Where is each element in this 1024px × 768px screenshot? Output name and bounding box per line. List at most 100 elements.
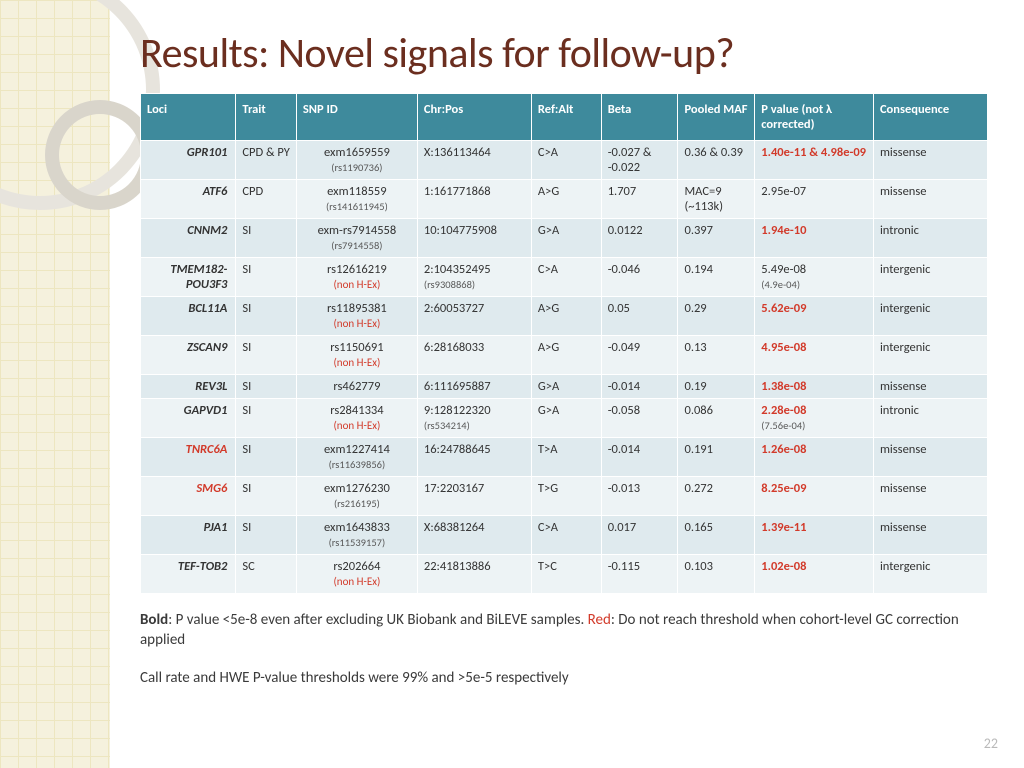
cell-snp: exm1227414(rs11639856)	[296, 438, 417, 477]
cell-beta: -0.013	[601, 477, 678, 516]
cell-chrpos: 9:128122320(rs534214)	[417, 399, 531, 438]
cell-loci: ZSCAN9	[141, 336, 236, 375]
cell-pvalue: 1.94e-10	[755, 219, 874, 258]
cell-beta: -0.014	[601, 375, 678, 399]
table-row: GAPVD1SIrs2841334(non H-Ex)9:128122320(r…	[141, 399, 988, 438]
cell-maf: 0.272	[678, 477, 755, 516]
cell-consequence: intronic	[873, 399, 987, 438]
footnote-thresholds: Call rate and HWE P-value thresholds wer…	[140, 669, 988, 687]
cell-refalt: G>A	[531, 399, 601, 438]
cell-refalt: A>G	[531, 336, 601, 375]
table-row: REV3LSIrs4627796:111695887G>A-0.0140.191…	[141, 375, 988, 399]
cell-loci: TMEM182-POU3F3	[141, 258, 236, 297]
cell-refalt: A>G	[531, 180, 601, 219]
cell-beta: 1.707	[601, 180, 678, 219]
cell-maf: 0.36 & 0.39	[678, 141, 755, 180]
cell-consequence: intergenic	[873, 297, 987, 336]
cell-snp: rs462779	[296, 375, 417, 399]
cell-beta: -0.115	[601, 555, 678, 594]
cell-trait: SI	[236, 336, 297, 375]
cell-chrpos: 16:24788645	[417, 438, 531, 477]
cell-loci: PJA1	[141, 516, 236, 555]
column-header: Consequence	[873, 94, 987, 141]
cell-maf: 0.165	[678, 516, 755, 555]
footnote-legend: Bold: P value <5e-8 even after excluding…	[140, 610, 988, 651]
cell-pvalue: 8.25e-09	[755, 477, 874, 516]
cell-maf: MAC=9 (~113k)	[678, 180, 755, 219]
cell-consequence: intergenic	[873, 258, 987, 297]
cell-beta: -0.049	[601, 336, 678, 375]
cell-maf: 0.103	[678, 555, 755, 594]
cell-refalt: C>A	[531, 141, 601, 180]
cell-trait: SC	[236, 555, 297, 594]
slide-container: Results: Novel signals for follow-up? Lo…	[0, 0, 1024, 768]
cell-snp: exm1659559(rs1190736)	[296, 141, 417, 180]
cell-consequence: missense	[873, 375, 987, 399]
cell-snp: rs12616219(non H-Ex)	[296, 258, 417, 297]
cell-snp: rs202664(non H-Ex)	[296, 555, 417, 594]
cell-trait: SI	[236, 399, 297, 438]
cell-trait: CPD	[236, 180, 297, 219]
cell-pvalue: 1.39e-11	[755, 516, 874, 555]
cell-chrpos: 22:41813886	[417, 555, 531, 594]
cell-chrpos: 6:28168033	[417, 336, 531, 375]
cell-snp: rs11895381(non H-Ex)	[296, 297, 417, 336]
table-row: GPR101CPD & PYexm1659559(rs1190736)X:136…	[141, 141, 988, 180]
table-row: TEF-TOB2SCrs202664(non H-Ex)22:41813886T…	[141, 555, 988, 594]
column-header: P value (not λ corrected)	[755, 94, 874, 141]
cell-chrpos: 2:104352495(rs9308868)	[417, 258, 531, 297]
cell-loci: ATF6	[141, 180, 236, 219]
cell-consequence: missense	[873, 516, 987, 555]
cell-trait: SI	[236, 258, 297, 297]
cell-loci: TNRC6A	[141, 438, 236, 477]
page-number: 22	[984, 735, 998, 752]
cell-beta: -0.027 & -0.022	[601, 141, 678, 180]
cell-loci: BCL11A	[141, 297, 236, 336]
cell-snp: exm118559(rs141611945)	[296, 180, 417, 219]
cell-chrpos: 17:2203167	[417, 477, 531, 516]
table-row: TNRC6ASIexm1227414(rs11639856)16:2478864…	[141, 438, 988, 477]
cell-beta: 0.017	[601, 516, 678, 555]
cell-pvalue: 1.40e-11 & 4.98e-09	[755, 141, 874, 180]
cell-refalt: C>A	[531, 516, 601, 555]
column-header: Trait	[236, 94, 297, 141]
cell-trait: SI	[236, 516, 297, 555]
cell-maf: 0.29	[678, 297, 755, 336]
cell-maf: 0.086	[678, 399, 755, 438]
page-title: Results: Novel signals for follow-up?	[140, 28, 988, 79]
cell-refalt: A>G	[531, 297, 601, 336]
cell-consequence: missense	[873, 180, 987, 219]
cell-loci: TEF-TOB2	[141, 555, 236, 594]
cell-pvalue: 4.95e-08	[755, 336, 874, 375]
cell-trait: SI	[236, 219, 297, 258]
cell-chrpos: X:136113464	[417, 141, 531, 180]
table-row: BCL11ASIrs11895381(non H-Ex)2:60053727A>…	[141, 297, 988, 336]
column-header: SNP ID	[296, 94, 417, 141]
cell-pvalue: 1.26e-08	[755, 438, 874, 477]
cell-trait: SI	[236, 477, 297, 516]
cell-consequence: intergenic	[873, 336, 987, 375]
cell-snp: rs1150691(non H-Ex)	[296, 336, 417, 375]
cell-chrpos: 2:60053727	[417, 297, 531, 336]
cell-snp: exm1276230(rs216195)	[296, 477, 417, 516]
cell-chrpos: 1:161771868	[417, 180, 531, 219]
footnote-bold-text: : P value <5e-8 even after excluding UK …	[168, 611, 587, 629]
cell-trait: CPD & PY	[236, 141, 297, 180]
cell-beta: 0.0122	[601, 219, 678, 258]
cell-beta: -0.058	[601, 399, 678, 438]
table-row: TMEM182-POU3F3SIrs12616219(non H-Ex)2:10…	[141, 258, 988, 297]
cell-refalt: C>A	[531, 258, 601, 297]
cell-chrpos: 10:104775908	[417, 219, 531, 258]
cell-snp: rs2841334(non H-Ex)	[296, 399, 417, 438]
cell-loci: CNNM2	[141, 219, 236, 258]
cell-snp: exm-rs7914558(rs7914558)	[296, 219, 417, 258]
cell-trait: SI	[236, 375, 297, 399]
table-row: CNNM2SIexm-rs7914558(rs7914558)10:104775…	[141, 219, 988, 258]
cell-maf: 0.397	[678, 219, 755, 258]
cell-snp: exm1643833(rs11539157)	[296, 516, 417, 555]
cell-consequence: missense	[873, 438, 987, 477]
cell-pvalue: 5.62e-09	[755, 297, 874, 336]
column-header: Loci	[141, 94, 236, 141]
cell-refalt: T>A	[531, 438, 601, 477]
footnote-red-label: Red	[588, 611, 611, 629]
